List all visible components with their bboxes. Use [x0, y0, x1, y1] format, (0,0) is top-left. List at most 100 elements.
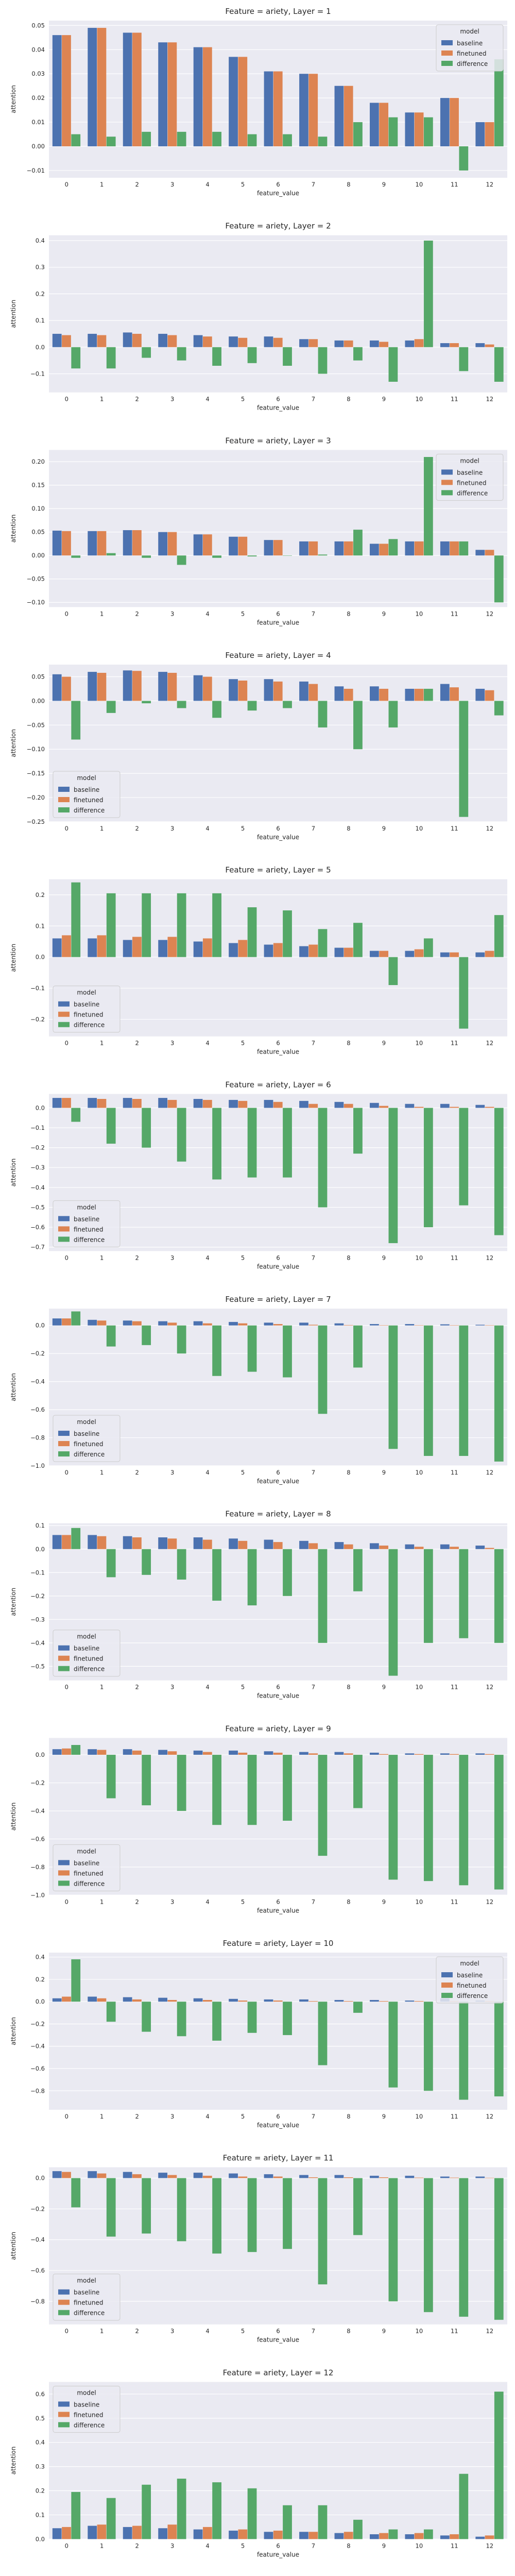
- bar-difference-10: [423, 938, 433, 957]
- x-tick-label: 6: [276, 1040, 280, 1047]
- y-tick-label: 0.1: [36, 317, 45, 324]
- bar-finetuned-12: [485, 122, 494, 146]
- bar-baseline-6: [264, 1999, 273, 2002]
- plot-area-background: [49, 879, 507, 1037]
- x-axis-label: feature_value: [257, 619, 299, 626]
- chart-title: Feature = ariety, Layer = 1: [225, 7, 331, 16]
- bar-difference-11: [459, 2473, 469, 2539]
- x-tick-label: 11: [451, 1898, 458, 1905]
- bar-difference-5: [247, 1325, 257, 1372]
- bar-baseline-4: [193, 1321, 203, 1326]
- x-tick-label: 11: [451, 2542, 458, 2549]
- bar-difference-1: [106, 2178, 116, 2237]
- legend-swatch-difference: [58, 1022, 70, 1027]
- bar-baseline-12: [475, 122, 485, 146]
- bar-finetuned-5: [238, 1323, 248, 1326]
- bar-finetuned-9: [379, 951, 389, 957]
- bar-finetuned-5: [238, 2176, 248, 2178]
- bar-baseline-8: [334, 1323, 344, 1326]
- bar-finetuned-9: [379, 2533, 389, 2539]
- y-axis-label: attention: [10, 300, 17, 328]
- bar-finetuned-8: [344, 688, 353, 701]
- bar-baseline-12: [475, 550, 485, 556]
- bar-difference-8: [353, 1549, 363, 1591]
- bar-difference-3: [177, 347, 186, 361]
- bar-difference-9: [388, 1108, 398, 1243]
- x-tick-label: 9: [382, 2113, 386, 2120]
- bar-baseline-4: [193, 2173, 203, 2178]
- bar-finetuned-4: [202, 1539, 212, 1549]
- bar-difference-5: [247, 134, 257, 146]
- x-tick-label: 5: [241, 1040, 245, 1047]
- bar-difference-3: [177, 555, 186, 565]
- x-tick-label: 7: [312, 1684, 315, 1691]
- bar-baseline-9: [370, 103, 379, 146]
- legend-entry-baseline: baseline: [457, 40, 483, 47]
- x-tick-label: 12: [486, 1040, 493, 1047]
- x-tick-label: 12: [486, 1469, 493, 1476]
- bar-baseline-7: [299, 1323, 308, 1326]
- y-tick-label: −0.1: [30, 370, 45, 377]
- x-tick-label: 6: [276, 2542, 280, 2549]
- x-tick-label: 9: [382, 2328, 386, 2335]
- legend-title: model: [77, 1204, 96, 1211]
- legend-swatch-baseline: [441, 1972, 453, 1978]
- bar-difference-6: [283, 134, 292, 146]
- bar-difference-0: [71, 1311, 81, 1326]
- legend-title: model: [77, 989, 96, 996]
- x-tick-label: 8: [347, 1040, 350, 1047]
- bar-baseline-12: [475, 343, 485, 347]
- x-tick-label: 2: [135, 825, 139, 832]
- bar-finetuned-2: [132, 1750, 142, 1755]
- x-tick-label: 9: [382, 1040, 386, 1047]
- bar-baseline-10: [405, 1753, 415, 1755]
- legend-title: model: [77, 1418, 96, 1426]
- bar-finetuned-7: [308, 1543, 318, 1549]
- bar-difference-12: [494, 1325, 504, 1462]
- legend-swatch-finetuned: [58, 1441, 70, 1447]
- y-axis-label: attention: [10, 514, 17, 543]
- bar-difference-11: [459, 1325, 469, 1456]
- y-tick-label: 0.01: [31, 118, 45, 126]
- bar-difference-12: [494, 347, 504, 382]
- bar-baseline-8: [334, 1999, 344, 2002]
- bar-difference-6: [283, 910, 292, 957]
- legend-swatch-difference: [58, 1880, 70, 1886]
- x-tick-label: 4: [205, 2328, 209, 2335]
- x-tick-label: 1: [100, 2328, 104, 2335]
- bar-baseline-1: [88, 531, 97, 556]
- chart-title: Feature = ariety, Layer = 3: [225, 436, 331, 445]
- bar-finetuned-6: [273, 2176, 283, 2178]
- bar-baseline-7: [299, 1540, 308, 1549]
- bar-difference-1: [106, 701, 116, 713]
- legend-swatch-baseline: [58, 1860, 70, 1866]
- x-tick-label: 2: [135, 2542, 139, 2549]
- x-tick-label: 4: [205, 1684, 209, 1691]
- bar-baseline-11: [440, 684, 450, 701]
- y-tick-label: 0.3: [36, 2463, 45, 2470]
- x-tick-label: 7: [312, 1469, 315, 1476]
- bar-finetuned-12: [485, 1325, 494, 1326]
- x-tick-label: 12: [486, 1684, 493, 1691]
- y-tick-label: 0.00: [31, 552, 45, 559]
- chart-panel-layer-7: −1.0−0.8−0.6−0.4−0.20.00 1 2 3 4 5 6 7 8 9 10 11 12F…: [10, 1295, 507, 1485]
- bar-finetuned-2: [132, 32, 142, 146]
- bar-finetuned-7: [308, 74, 318, 146]
- bar-baseline-9: [370, 2176, 379, 2178]
- bar-finetuned-8: [344, 1544, 353, 1549]
- bar-finetuned-6: [273, 540, 283, 556]
- y-tick-label: 0.03: [31, 70, 45, 77]
- bar-difference-8: [353, 2002, 363, 2013]
- y-tick-label: 0.0: [36, 954, 45, 961]
- bar-baseline-11: [440, 1753, 450, 1755]
- x-tick-label: 0: [65, 825, 68, 832]
- bar-finetuned-3: [167, 1999, 177, 2002]
- bar-baseline-6: [264, 1539, 273, 1549]
- x-tick-label: 10: [416, 2113, 423, 2120]
- legend: model baseline finetuned difference: [53, 1415, 121, 1462]
- legend-box: [53, 1844, 121, 1891]
- bar-baseline-1: [88, 2171, 97, 2178]
- bar-finetuned-8: [344, 541, 353, 556]
- bar-difference-2: [142, 347, 151, 358]
- bar-baseline-7: [299, 946, 308, 957]
